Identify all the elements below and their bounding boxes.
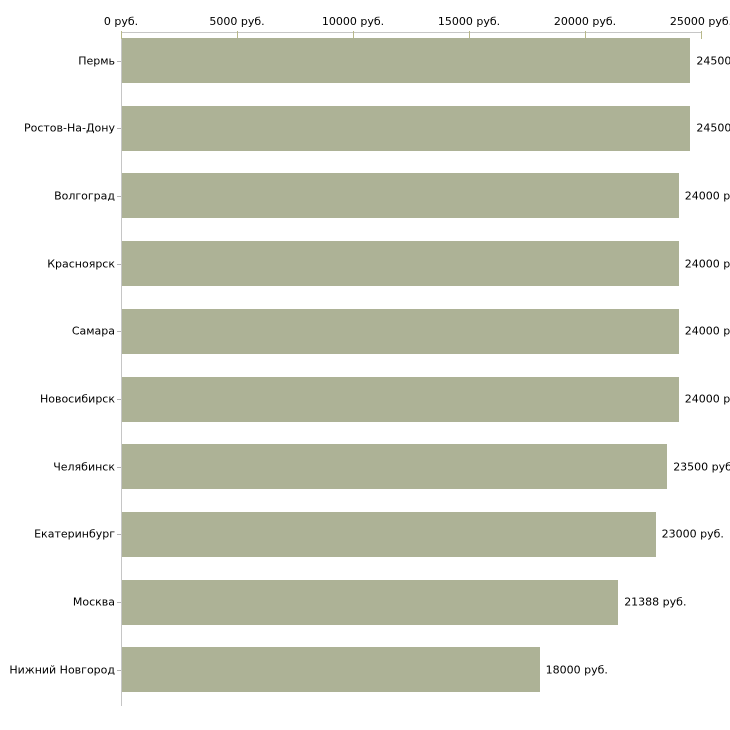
bar bbox=[122, 241, 679, 287]
category-label: Волгоград bbox=[54, 189, 115, 203]
value-label: 18000 руб. bbox=[545, 663, 608, 677]
x-axis-tick-label: 5000 руб. bbox=[209, 15, 265, 28]
bar bbox=[122, 308, 679, 354]
y-axis-tick bbox=[117, 602, 121, 603]
category-label: Москва bbox=[72, 595, 115, 609]
y-axis-tick bbox=[117, 196, 121, 197]
bar bbox=[122, 511, 656, 557]
y-axis-tick bbox=[117, 331, 121, 332]
bar bbox=[122, 105, 691, 151]
y-axis-tick bbox=[117, 264, 121, 265]
value-label: 24000 руб. bbox=[684, 257, 730, 271]
y-axis-tick bbox=[117, 534, 121, 535]
category-label: Новосибирск bbox=[39, 392, 115, 406]
x-axis-tick bbox=[121, 31, 122, 39]
category-label: Красноярск bbox=[47, 257, 115, 271]
x-axis-tick-label: 10000 руб. bbox=[321, 15, 385, 28]
category-label: Челябинск bbox=[53, 460, 115, 474]
x-axis-tick bbox=[701, 31, 702, 39]
category-label: Екатеринбург bbox=[34, 527, 115, 541]
x-axis-tick bbox=[469, 31, 470, 39]
bar bbox=[122, 38, 691, 83]
value-label: 24000 руб. bbox=[684, 189, 730, 203]
y-axis-tick bbox=[117, 467, 121, 468]
category-label: Пермь bbox=[78, 54, 115, 67]
value-label: 24000 руб. bbox=[684, 324, 730, 338]
x-axis-tick bbox=[237, 31, 238, 39]
y-axis-tick bbox=[117, 670, 121, 671]
bar bbox=[122, 579, 619, 625]
x-axis-tick bbox=[353, 31, 354, 39]
bar bbox=[122, 376, 679, 422]
x-axis-tick-label: 25000 руб. bbox=[669, 15, 730, 28]
value-label: 23500 руб. bbox=[673, 460, 730, 474]
x-axis-tick-label: 15000 руб. bbox=[437, 15, 501, 28]
bar bbox=[122, 647, 540, 693]
x-axis-tick-label: 0 руб. bbox=[103, 15, 139, 28]
category-label: Нижний Новгород bbox=[9, 663, 115, 677]
category-label: Ростов-На-Дону bbox=[23, 121, 115, 135]
x-axis-tick-label: 20000 руб. bbox=[553, 15, 617, 28]
value-label: 24000 руб. bbox=[684, 392, 730, 406]
value-label: 24500 руб. bbox=[696, 121, 730, 135]
category-label: Самара bbox=[71, 324, 115, 338]
value-label: 21388 руб. bbox=[624, 595, 687, 609]
y-axis-tick bbox=[117, 128, 121, 129]
value-label: 23000 руб. bbox=[661, 527, 724, 541]
y-axis-tick bbox=[117, 61, 121, 62]
y-axis-tick bbox=[117, 399, 121, 400]
value-label: 24500 руб. bbox=[696, 54, 730, 67]
bar bbox=[122, 173, 679, 219]
x-axis-line bbox=[121, 32, 702, 33]
x-axis-tick bbox=[585, 31, 586, 39]
bar bbox=[122, 444, 668, 490]
y-axis-line bbox=[121, 32, 122, 706]
